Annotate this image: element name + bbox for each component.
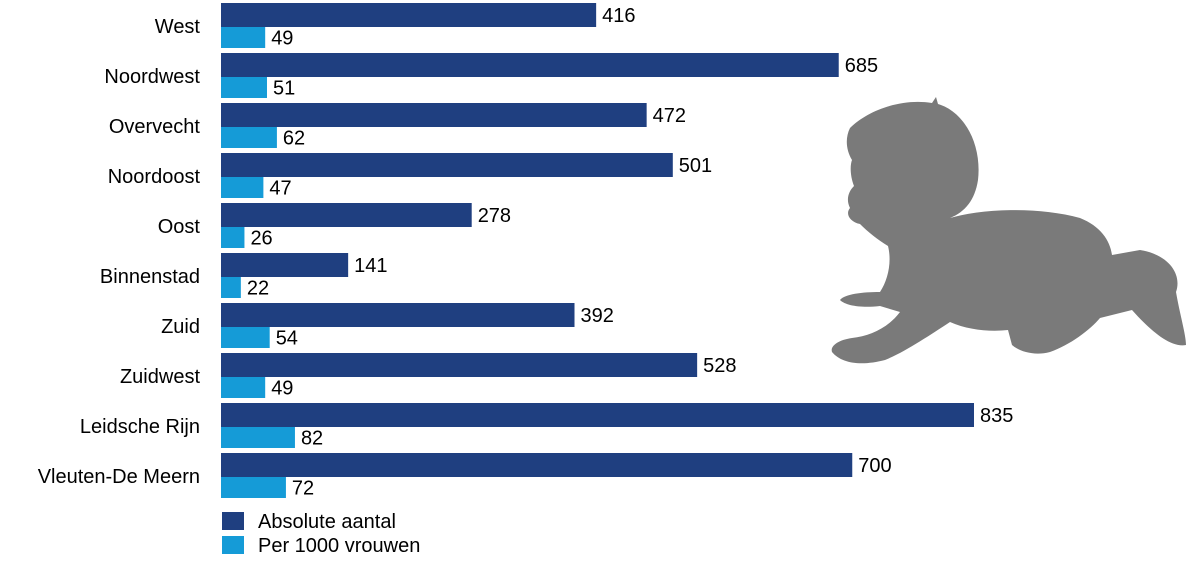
labels-layer: West 416 49 Noordwest 685 51 Overvecht 472 62 Noo… bbox=[38, 5, 1014, 500]
bar-absolute bbox=[221, 303, 575, 327]
category-label: Vleuten-De Meern bbox=[38, 466, 200, 488]
bar-per-1000 bbox=[221, 427, 295, 448]
bar-absolute bbox=[221, 453, 853, 477]
bar-absolute bbox=[221, 403, 974, 427]
bar-per-1000 bbox=[221, 277, 241, 298]
data-label-absolute: 835 bbox=[980, 405, 1013, 427]
data-label-per-1000: 82 bbox=[301, 428, 323, 450]
data-label-per-1000: 26 bbox=[250, 228, 272, 250]
data-label-absolute: 416 bbox=[602, 5, 635, 27]
bar-per-1000 bbox=[221, 327, 270, 348]
legend-label: Per 1000 vrouwen bbox=[258, 535, 420, 557]
data-label-per-1000: 22 bbox=[247, 278, 269, 300]
legend-label: Absolute aantal bbox=[258, 511, 396, 533]
data-label-absolute: 278 bbox=[478, 205, 511, 227]
bar-absolute bbox=[221, 203, 472, 227]
category-label: Zuid bbox=[161, 316, 200, 338]
data-label-absolute: 141 bbox=[354, 255, 387, 277]
category-label: Noordwest bbox=[104, 66, 200, 88]
bar-absolute bbox=[221, 53, 839, 77]
data-label-absolute: 685 bbox=[845, 55, 878, 77]
category-label: West bbox=[155, 16, 201, 38]
data-label-per-1000: 72 bbox=[292, 478, 314, 500]
bar-per-1000 bbox=[221, 377, 266, 398]
crawling-baby-silhouette-icon bbox=[831, 97, 1186, 364]
category-label: Leidsche Rijn bbox=[80, 416, 200, 438]
category-label: Binnenstad bbox=[100, 266, 200, 288]
bar-per-1000 bbox=[221, 27, 266, 48]
data-label-absolute: 472 bbox=[653, 105, 686, 127]
category-label: Overvecht bbox=[109, 116, 201, 138]
legend-swatch bbox=[222, 536, 244, 554]
data-label-absolute: 528 bbox=[703, 355, 736, 377]
bar-per-1000 bbox=[221, 77, 267, 98]
data-label-absolute: 392 bbox=[581, 305, 614, 327]
bar-absolute bbox=[221, 353, 698, 377]
data-label-absolute: 501 bbox=[679, 155, 712, 177]
bar-per-1000 bbox=[221, 477, 286, 498]
category-label: Noordoost bbox=[108, 166, 201, 188]
bar-per-1000 bbox=[221, 177, 264, 198]
bar-per-1000 bbox=[221, 227, 245, 248]
data-label-per-1000: 49 bbox=[271, 378, 293, 400]
data-label-per-1000: 54 bbox=[276, 328, 298, 350]
bar-per-1000 bbox=[221, 127, 277, 148]
bars-layer bbox=[221, 3, 974, 498]
bar-absolute bbox=[221, 253, 349, 277]
data-label-per-1000: 51 bbox=[273, 78, 295, 100]
bar-absolute bbox=[221, 3, 597, 27]
data-label-absolute: 700 bbox=[858, 455, 891, 477]
bar-absolute bbox=[221, 103, 647, 127]
legend-swatch bbox=[222, 512, 244, 530]
bar-absolute bbox=[221, 153, 673, 177]
data-label-per-1000: 49 bbox=[271, 28, 293, 50]
data-label-per-1000: 47 bbox=[269, 178, 291, 200]
data-label-per-1000: 62 bbox=[283, 128, 305, 150]
category-label: Zuidwest bbox=[120, 366, 200, 388]
category-label: Oost bbox=[158, 216, 201, 238]
